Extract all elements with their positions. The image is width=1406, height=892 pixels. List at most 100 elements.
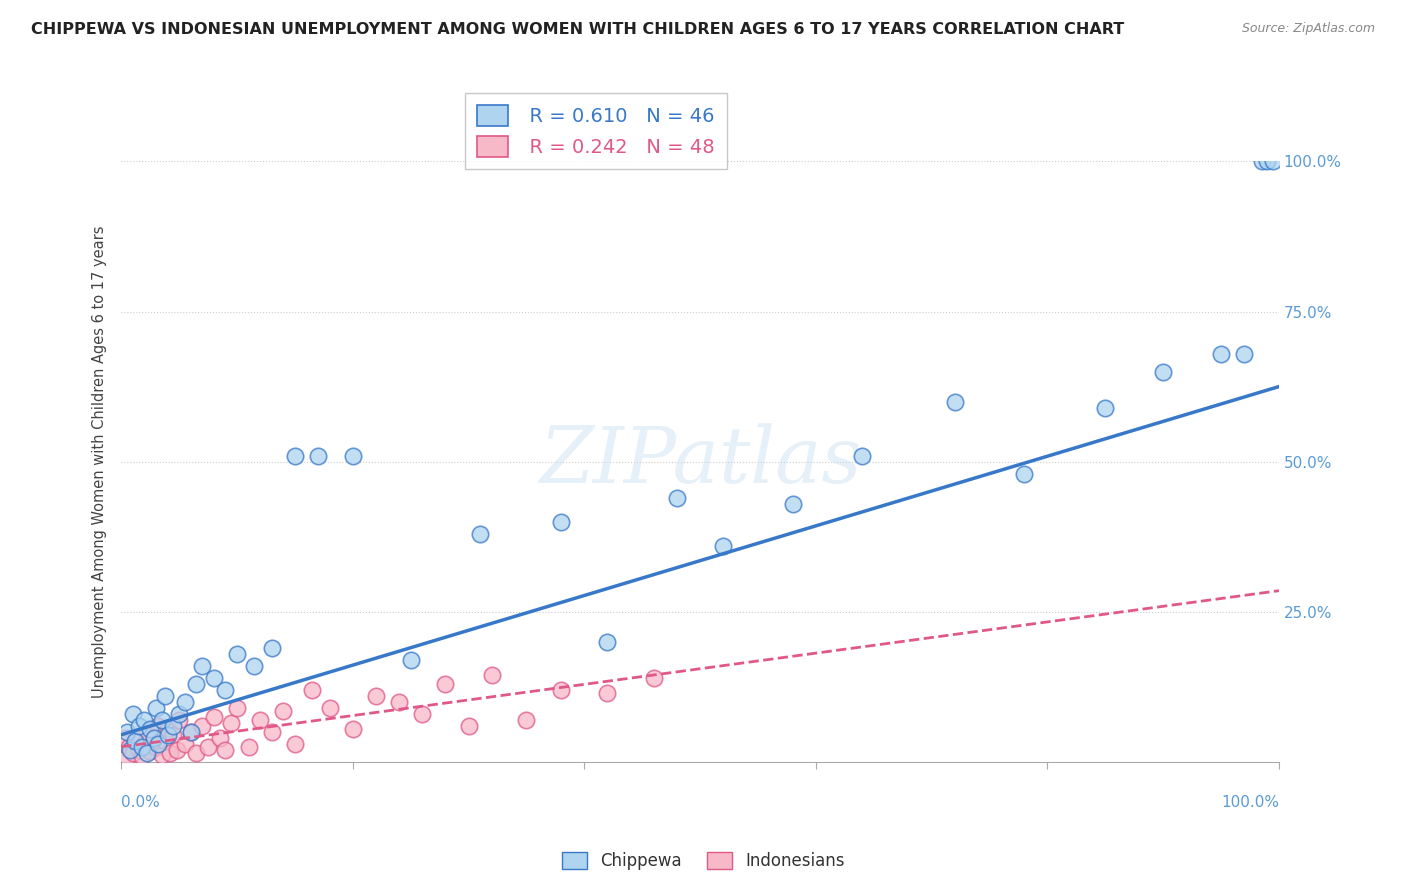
Point [1012,467,1035,481]
Point [197,739,219,754]
Point [167,713,190,727]
Point [318,700,340,714]
Point [135,746,157,760]
Point [131,739,153,754]
Point [139,744,162,758]
Point [1152,365,1174,379]
Point [156,722,179,736]
Point [596,686,619,700]
Point [155,733,177,747]
Point [1256,154,1278,169]
Point [142,731,165,745]
Point [596,634,619,648]
Point [1233,346,1256,360]
Point [121,746,143,760]
Text: 100.0%: 100.0% [1220,795,1279,810]
Point [134,737,156,751]
Point [139,722,162,736]
Legend: Chippewa, Indonesians: Chippewa, Indonesians [555,845,851,877]
Point [388,695,411,709]
Point [342,449,364,463]
Point [131,748,153,763]
Point [226,700,249,714]
Point [162,719,184,733]
Point [145,739,167,754]
Point [208,731,231,745]
Point [115,750,138,764]
Point [1094,401,1116,415]
Point [307,449,329,463]
Point [284,449,307,463]
Point [134,713,156,727]
Point [142,731,165,745]
Point [118,739,141,754]
Point [226,647,249,661]
Point [186,677,208,691]
Point [238,739,260,754]
Point [214,682,236,697]
Point [148,719,170,733]
Point [121,706,143,721]
Point [260,640,283,655]
Point [943,394,966,409]
Point [468,526,491,541]
Point [150,713,173,727]
Point [120,743,142,757]
Point [364,689,387,703]
Point [150,747,173,762]
Point [249,713,271,727]
Point [243,658,266,673]
Point [284,737,307,751]
Point [156,728,179,742]
Point [399,653,422,667]
Point [782,497,804,511]
Point [550,515,572,529]
Text: Source: ZipAtlas.com: Source: ZipAtlas.com [1241,22,1375,36]
Point [155,689,177,703]
Point [162,728,184,742]
Point [1250,154,1272,169]
Point [665,491,688,505]
Point [180,724,202,739]
Point [128,743,150,757]
Point [342,722,364,736]
Point [1209,346,1232,360]
Point [166,743,188,757]
Y-axis label: Unemployment Among Women with Children Ages 6 to 17 years: Unemployment Among Women with Children A… [93,226,107,698]
Point [643,671,665,685]
Point [202,710,225,724]
Text: 0.0%: 0.0% [121,795,160,810]
Point [434,677,457,691]
Point [202,671,225,685]
Point [260,724,283,739]
Point [191,719,214,733]
Point [550,682,572,697]
Point [167,706,190,721]
Point [148,737,170,751]
Point [481,667,503,681]
Text: ZIPatlas: ZIPatlas [538,424,862,500]
Point [711,539,734,553]
Point [411,706,433,721]
Point [851,449,873,463]
Point [214,743,236,757]
Point [145,700,167,714]
Point [301,682,323,697]
Text: CHIPPEWA VS INDONESIAN UNEMPLOYMENT AMONG WOMEN WITH CHILDREN AGES 6 TO 17 YEARS: CHIPPEWA VS INDONESIAN UNEMPLOYMENT AMON… [31,22,1125,37]
Legend:   R = 0.610   N = 46,   R = 0.242   N = 48: R = 0.610 N = 46, R = 0.242 N = 48 [465,93,727,169]
Point [135,724,157,739]
Point [515,713,537,727]
Point [159,746,181,760]
Point [271,704,294,718]
Point [180,724,202,739]
Point [174,737,197,751]
Point [219,715,242,730]
Point [115,724,138,739]
Point [191,658,214,673]
Point [186,746,208,760]
Point [1263,154,1285,169]
Point [457,719,479,733]
Point [128,719,150,733]
Point [124,733,146,747]
Point [174,695,197,709]
